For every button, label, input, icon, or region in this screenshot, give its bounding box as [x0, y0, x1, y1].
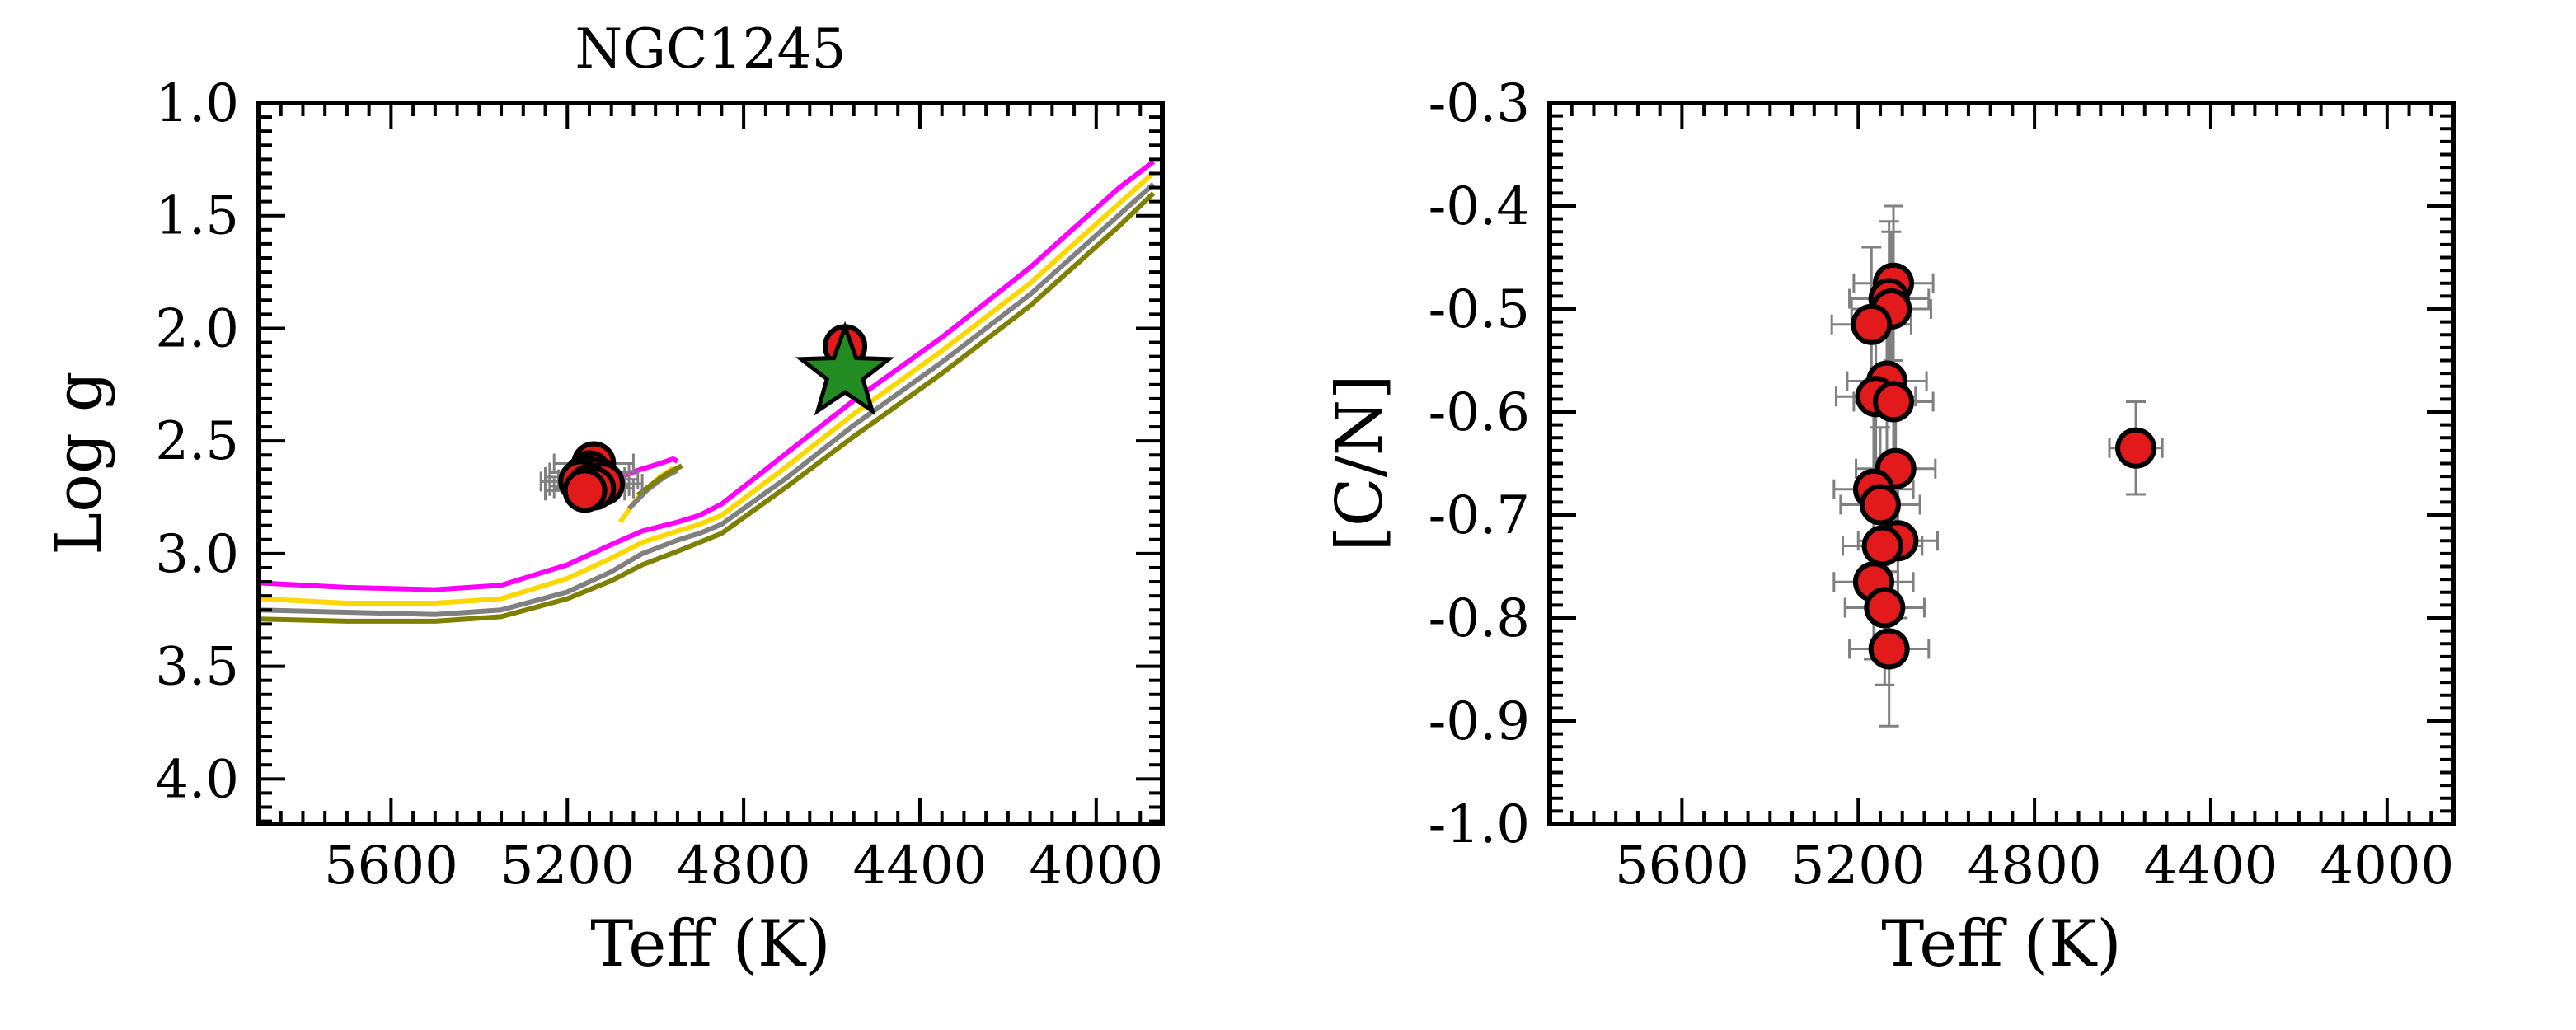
right-panel-point: [1864, 587, 1906, 629]
left-panel-data-points: [539, 321, 895, 513]
right-panel-point: [1859, 484, 1901, 526]
isochrone-line-olive: [258, 191, 1156, 624]
right-panel-y-tick-label: -0.7: [1429, 485, 1530, 546]
left-panel-x-axis-label: Teff (K): [590, 907, 830, 981]
right-panel-y-tick-label: -0.3: [1429, 73, 1530, 134]
right-panel-y-tick-label: -0.9: [1429, 691, 1530, 752]
left-panel-x-tick-label: 4800: [677, 836, 811, 897]
isochrone-line-magenta: [614, 456, 679, 482]
right-panel-data-points: [1830, 204, 2164, 728]
left-panel-title: NGC1245: [575, 17, 847, 81]
right-panel-point: [1873, 381, 1915, 423]
right-panel-y-axis-label: [C/N]: [1323, 374, 1397, 551]
right-panel-y-tick-label: -1.0: [1429, 794, 1530, 855]
right-panel-y-tick-label: -0.8: [1429, 588, 1530, 649]
isochrone-line-olive: [636, 463, 683, 498]
left-panel-y-tick-label: 1.0: [155, 73, 239, 134]
left-panel-y-tick-label: 1.5: [155, 186, 239, 247]
isochrone-line-magenta: [258, 159, 1156, 592]
right-panel-point: [1851, 303, 1893, 345]
right-panel-x-tick-label: 5200: [1791, 836, 1926, 897]
left-panel-x-tick-label: 5600: [324, 836, 458, 897]
left-panel-isochrones: [258, 159, 1156, 624]
right-panel-point: [2115, 427, 2157, 469]
left-panel: NGC1245 Teff (K) Log g 5600 5200 4800 4400 4…: [42, 17, 1165, 981]
left-panel-x-tick-label: 4400: [853, 836, 988, 897]
cluster-star-marker: [795, 321, 895, 416]
right-panel-y-tick-label: -0.6: [1429, 382, 1530, 443]
left-panel-x-tick-label: 4000: [1029, 836, 1163, 897]
right-panel-x-tick-label: 4000: [2320, 836, 2454, 897]
right-panel-point: [1868, 628, 1910, 670]
left-panel-y-tick-label: 4.0: [155, 749, 239, 810]
left-panel-ticks: 5600 5200 4800 4400 4000 1.0 1.5 2.0 2.5 3.0 3.5 4.…: [155, 73, 1164, 897]
right-panel-ticks: 5600 5200 4800 4400 4000 -1.0 -0.9 -0.8 -0.7 -0.6…: [1429, 73, 2455, 897]
left-panel-point: [562, 468, 608, 513]
left-panel-x-tick-label: 5200: [500, 836, 635, 897]
right-panel: Teff (K) [C/N] 5600 5200 4800 4400 4000 -1.0 -…: [1323, 73, 2456, 981]
left-panel-y-tick-label: 3.5: [155, 637, 239, 698]
right-panel-x-axis-label: Teff (K): [1881, 907, 2121, 981]
right-panel-y-tick-label: -0.4: [1429, 176, 1530, 237]
left-panel-frame: [256, 101, 1165, 826]
left-panel-y-tick-label: 2.0: [155, 298, 239, 359]
right-panel-x-tick-label: 4400: [2144, 836, 2278, 897]
right-panel-frame: [1547, 101, 2456, 826]
left-panel-y-tick-label: 3.0: [155, 524, 239, 585]
left-panel-y-axis-label: Log g: [42, 371, 116, 555]
right-panel-y-tick-label: -0.5: [1429, 279, 1530, 340]
left-panel-y-tick-label: 2.5: [155, 411, 239, 472]
right-panel-point: [1861, 525, 1903, 567]
isochrone-line-gray: [258, 182, 1156, 617]
isochrone-line-gold: [258, 171, 1156, 606]
right-panel-x-tick-label: 5600: [1615, 836, 1749, 897]
right-panel-x-tick-label: 4800: [1968, 836, 2102, 897]
